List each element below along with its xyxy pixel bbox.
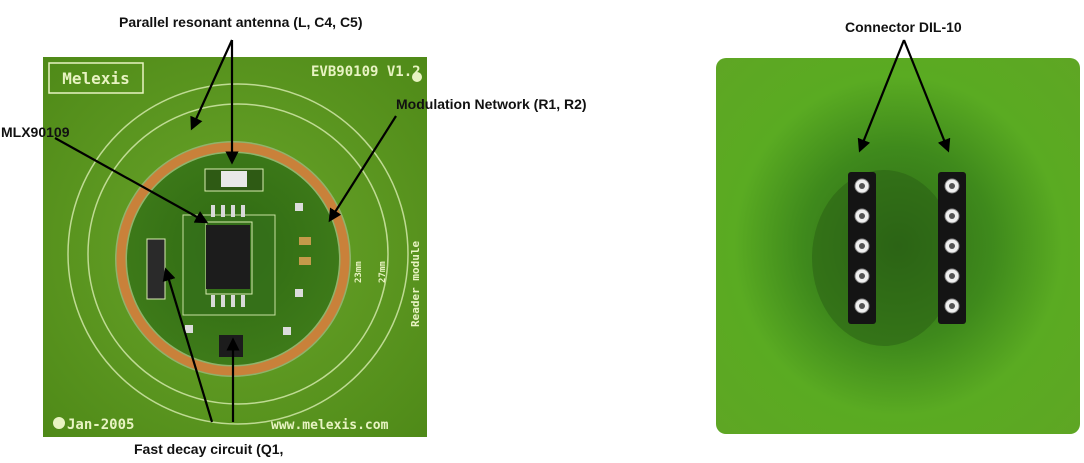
capacitor-c4-c5 bbox=[221, 171, 247, 187]
model-silkscreen: EVB90109 V1.2 bbox=[311, 64, 421, 80]
arrow-decay-left bbox=[162, 267, 214, 423]
front-board-graphic: Melexis EVB90109 V1.2 Jan-2005 www.melex… bbox=[43, 57, 427, 437]
brand-silkscreen: Melexis bbox=[62, 69, 129, 88]
mlx90109-chip bbox=[206, 225, 250, 289]
arrow-connector-left bbox=[857, 39, 906, 153]
dil-10-connector bbox=[848, 172, 966, 324]
arrow-modulation bbox=[328, 115, 397, 223]
back-board-graphic bbox=[716, 58, 1080, 434]
arrow-connector-right bbox=[902, 39, 951, 153]
arrow-chip bbox=[54, 137, 209, 224]
date-silkscreen: Jan-2005 bbox=[67, 417, 134, 433]
label-chip: MLX90109 bbox=[1, 124, 70, 140]
label-antenna: Parallel resonant antenna (L, C4, C5) bbox=[119, 14, 363, 30]
label-connector: Connector DIL-10 bbox=[845, 19, 962, 35]
back-board-photo bbox=[716, 58, 1080, 434]
dim-27-silkscreen: 27mm bbox=[378, 261, 388, 283]
arrow-antenna-coil bbox=[190, 39, 234, 131]
side-text-silkscreen: Reader module bbox=[409, 241, 422, 327]
website-silkscreen: www.melexis.com bbox=[271, 418, 389, 433]
label-fast-decay: Fast decay circuit (Q1, bbox=[134, 441, 284, 457]
dim-23-silkscreen: 23mm bbox=[354, 261, 364, 283]
front-board-photo: Melexis EVB90109 V1.2 Jan-2005 www.melex… bbox=[43, 57, 427, 437]
label-modulation: Modulation Network (R1, R2) bbox=[396, 96, 587, 112]
